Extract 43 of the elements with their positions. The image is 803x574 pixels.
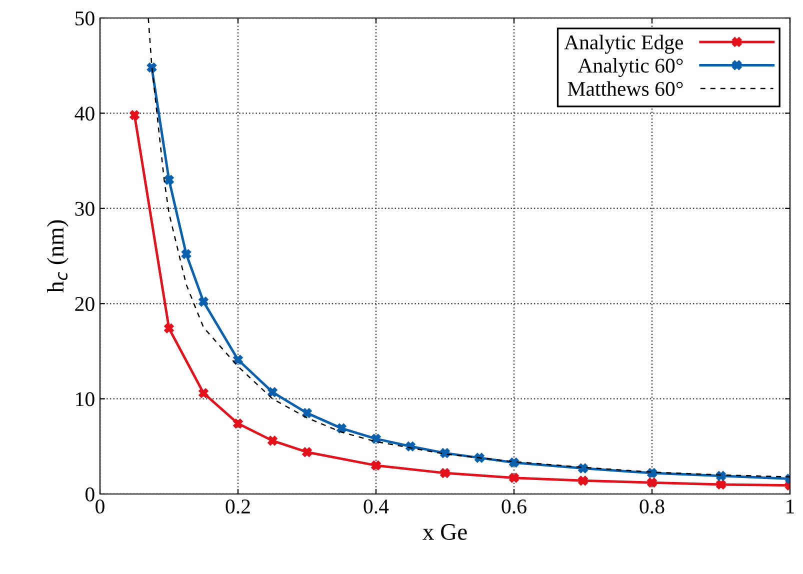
x-axis-title: x Ge [422, 524, 467, 540]
y-tick-label: 0 [86, 487, 94, 502]
point [716, 480, 726, 490]
point [509, 458, 519, 468]
x-tick-label: 0.4 [364, 499, 389, 514]
point [371, 460, 381, 470]
point [371, 434, 381, 444]
point [233, 354, 243, 365]
y-tick-label: 10 [76, 392, 94, 406]
x-tick-label: 1 [786, 500, 794, 514]
point [268, 436, 278, 446]
point [268, 387, 278, 397]
point [440, 468, 450, 478]
point [164, 323, 174, 334]
point [509, 472, 519, 483]
legend-label: Analytic Edge [564, 34, 684, 54]
point [336, 423, 346, 434]
point [146, 62, 157, 72]
point [233, 418, 243, 428]
x-tick-label: 0.2 [226, 499, 250, 514]
y-tick-label: 30 [75, 202, 94, 216]
point [130, 110, 140, 120]
y-axis-title: h$_{c}$ (nm) [47, 220, 68, 293]
point [198, 296, 208, 307]
point [164, 174, 174, 185]
y-tick-label: 20 [75, 296, 94, 312]
point [578, 463, 588, 474]
x-tick-label: 0.6 [502, 499, 526, 514]
point [440, 448, 450, 458]
y-tick-label: 50 [76, 11, 94, 26]
point [181, 249, 192, 259]
point [198, 388, 208, 398]
x-tick-label: 0.8 [640, 499, 664, 514]
legend-label: Analytic 60° [578, 58, 683, 77]
point [647, 468, 657, 478]
x-tick-label: 0 [96, 499, 104, 514]
y-tick-label: 40 [74, 106, 94, 121]
point [302, 447, 312, 457]
point [578, 476, 588, 486]
point [302, 408, 312, 418]
point [716, 471, 726, 481]
legend-label: Matthews 60° [568, 81, 683, 96]
point [647, 478, 657, 488]
